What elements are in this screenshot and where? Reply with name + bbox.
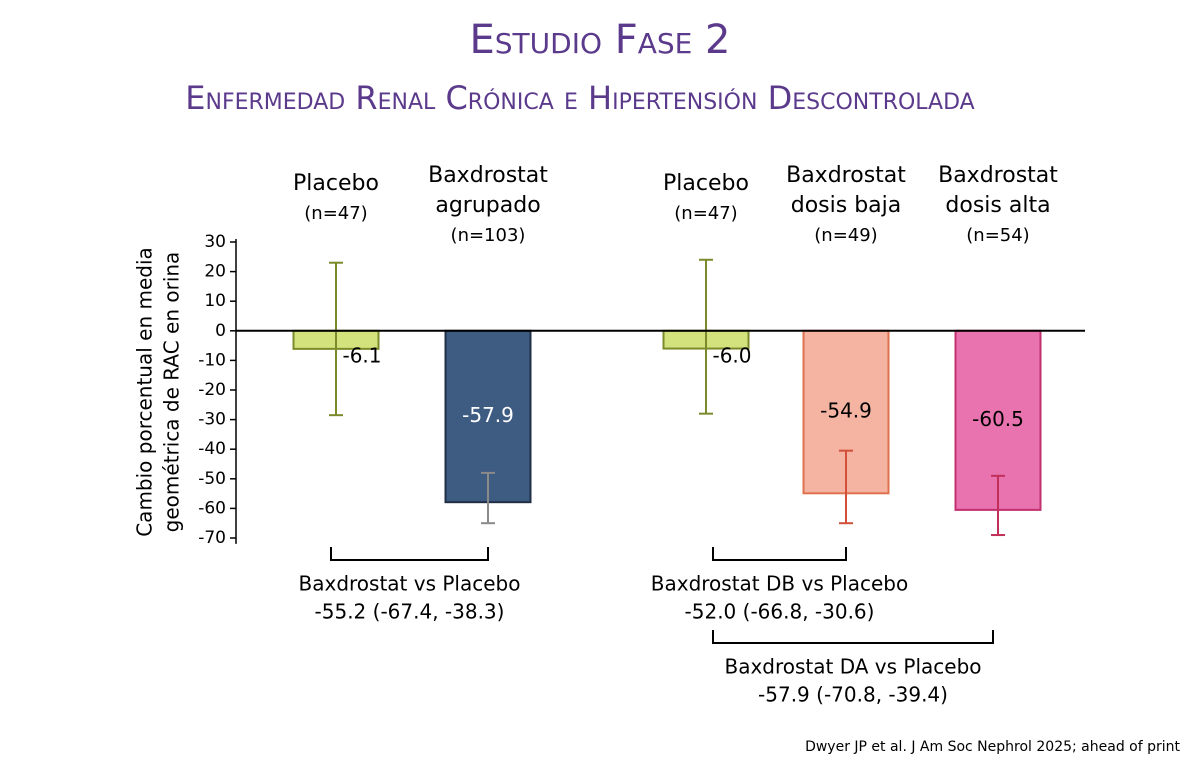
comparison-result: -55.2 (-67.4, -38.3) [315, 600, 505, 624]
comparison-result: -57.9 (-70.8, -39.4) [758, 683, 948, 707]
category-label: Baxdrostat [938, 163, 1058, 188]
chart-subtitle: Enfermedad Renal Crónica e Hipertensión … [185, 79, 974, 117]
comparison-label: Baxdrostat DB vs Placebo [651, 572, 908, 596]
y-tick-label: 30 [204, 232, 226, 252]
y-tick-label: -40 [198, 439, 226, 459]
category-label: Baxdrostat [428, 163, 548, 188]
comparison-bracket [712, 630, 994, 644]
y-tick-label: 10 [204, 291, 226, 311]
value-label: -57.9 [462, 403, 514, 427]
n-label: (n=103) [451, 225, 526, 246]
y-axis-label: Cambio porcentual en media [133, 247, 157, 537]
n-label: (n=47) [304, 203, 367, 224]
n-label: (n=54) [966, 225, 1029, 246]
category-label: dosis baja [791, 193, 902, 218]
value-label: -60.5 [972, 407, 1024, 431]
comparison-bracket [330, 547, 489, 561]
y-tick-label: 0 [215, 321, 226, 341]
y-tick-label: -50 [198, 469, 226, 489]
y-tick-label: -20 [198, 380, 226, 400]
y-axis-label: geométrica de RAC en orina [160, 252, 184, 533]
value-label: -6.1 [342, 343, 381, 367]
source-note: Dwyer JP et al. J Am Soc Nephrol 2025; a… [805, 739, 1180, 755]
y-tick-label: -10 [198, 350, 226, 370]
chart-title: Estudio Fase 2 [469, 17, 730, 63]
comparison-label: Baxdrostat vs Placebo [299, 572, 521, 596]
comparison-result: -52.0 (-66.8, -30.6) [685, 600, 875, 624]
y-tick-label: 20 [204, 262, 226, 282]
y-tick-label: -30 [198, 410, 226, 430]
comparison-bracket [712, 547, 847, 561]
n-label: (n=49) [814, 225, 877, 246]
category-label: Placebo [663, 171, 749, 196]
value-label: -6.0 [712, 343, 751, 367]
category-label: Placebo [293, 171, 379, 196]
category-label: agrupado [435, 193, 540, 218]
category-label: dosis alta [945, 193, 1050, 218]
category-label: Baxdrostat [786, 163, 906, 188]
n-label: (n=47) [674, 203, 737, 224]
y-tick-label: -60 [198, 498, 226, 518]
value-label: -54.9 [820, 399, 872, 423]
y-tick-label: -70 [198, 528, 226, 548]
comparison-label: Baxdrostat DA vs Placebo [724, 655, 981, 679]
